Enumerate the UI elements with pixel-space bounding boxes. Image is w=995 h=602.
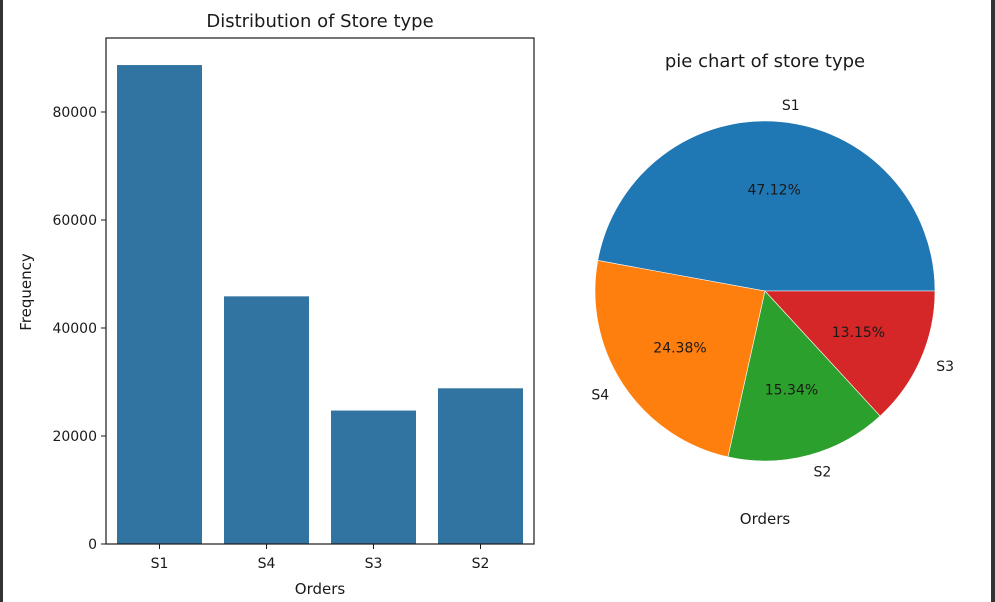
pie-chart-title: pie chart of store type: [665, 51, 865, 72]
pie-pct-label: 47.12%: [748, 182, 801, 198]
bar-chart: Distribution of Store type 0 20000 40000 60…: [17, 11, 535, 598]
bar-axes-frame: [105, 37, 535, 545]
y-tick-label: 40000: [52, 321, 97, 337]
x-tick-label: S4: [258, 556, 276, 572]
bar-s1: [116, 64, 203, 545]
pie-label: S2: [814, 465, 832, 481]
pie-slices: [594, 120, 936, 462]
window-border-right: [991, 0, 995, 602]
pie-slice-s1: [597, 120, 936, 292]
pie-label: S3: [936, 359, 954, 375]
window-border-left: [0, 0, 3, 602]
x-tick-label: S2: [472, 556, 490, 572]
pie-labels: S1 47.12% S4 24.38% S2 15.34% S3 13.15%: [591, 98, 954, 481]
bar-x-axis-label: Orders: [295, 580, 346, 598]
bar-s3: [330, 409, 417, 545]
pie-label: S1: [782, 98, 800, 114]
y-tick-label: 20000: [52, 429, 97, 445]
x-tick-label: S1: [151, 556, 169, 572]
pie-pct-label: 24.38%: [653, 340, 706, 356]
x-axis-ticks: S1 S4 S3 S2: [151, 544, 490, 572]
bar-s2: [437, 387, 524, 545]
pie-chart: pie chart of store type S1 47.12% S4 24.38%…: [591, 51, 954, 528]
y-tick-label: 60000: [52, 213, 97, 229]
pie-slice-s3: [764, 290, 936, 417]
y-tick-label: 80000: [52, 105, 97, 121]
x-tick-label: S3: [365, 556, 383, 572]
y-tick-label: 0: [88, 537, 97, 553]
bars: [116, 64, 524, 545]
y-axis-ticks: 0 20000 40000 60000 80000: [52, 105, 106, 553]
pie-x-axis-label: Orders: [740, 510, 791, 528]
bar-s4: [223, 295, 310, 545]
pie-pct-label: 15.34%: [765, 383, 818, 399]
bar-y-axis-label: Frequency: [17, 253, 35, 331]
pie-pct-label: 13.15%: [832, 325, 885, 341]
pie-slice-s4: [594, 260, 766, 458]
pie-slice-s2: [727, 290, 881, 462]
bar-chart-title: Distribution of Store type: [206, 11, 433, 32]
pie-label: S4: [591, 387, 609, 403]
